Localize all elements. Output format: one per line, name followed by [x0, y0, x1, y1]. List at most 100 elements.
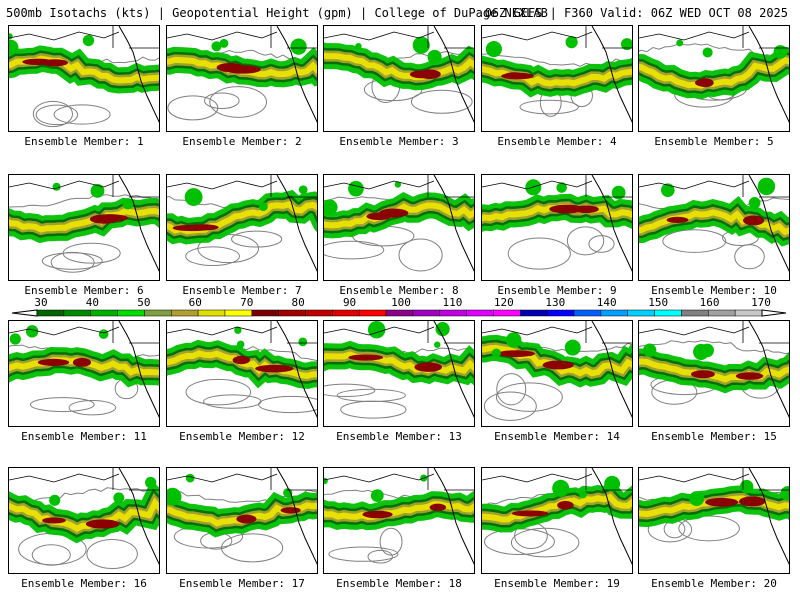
jet-core [22, 58, 54, 66]
coastline [433, 468, 474, 565]
wind-blob [90, 183, 105, 198]
colorbar-swatch [224, 309, 253, 317]
jet-core [379, 208, 409, 218]
coastline [167, 31, 278, 41]
coastline [482, 31, 593, 41]
wind-blob [643, 343, 657, 357]
jet-core [691, 370, 715, 379]
coastline [591, 175, 632, 272]
ensemble-panel-18 [323, 467, 475, 574]
colorbar-swatch [466, 309, 494, 317]
height-contour [68, 399, 117, 416]
ensemble-member-label: Ensemble Member: 14 [494, 430, 620, 443]
colorbar-tick-label: 50 [137, 296, 151, 309]
height-contour [324, 383, 376, 397]
coastline [9, 473, 120, 483]
jet-core [743, 215, 765, 226]
height-contour [204, 92, 240, 110]
ensemble-panel-4 [481, 25, 633, 132]
height-contour [379, 527, 403, 556]
height-contour [31, 544, 71, 566]
jet-core [236, 514, 257, 524]
ensemble-map-11 [9, 321, 159, 418]
height-contour [336, 388, 406, 403]
ensemble-member-label: Ensemble Member: 8 [339, 284, 459, 297]
height-contour [9, 194, 159, 208]
ensemble-panel-8 [323, 174, 475, 281]
height-contour [410, 89, 473, 114]
ensemble-map-6 [9, 175, 159, 273]
height-contour [324, 240, 385, 260]
colorbar-swatch [251, 309, 279, 317]
height-contour [32, 100, 73, 128]
ensemble-map-2 [167, 26, 317, 123]
coastline [639, 31, 750, 41]
jet-core [429, 503, 447, 512]
jet-core [42, 517, 66, 524]
ensemble-panel-6 [8, 174, 160, 281]
ensemble-member-label: Ensemble Member: 3 [339, 135, 459, 148]
wind-blob [49, 494, 61, 506]
ensemble-member-label: Ensemble Member: 18 [336, 577, 462, 590]
coastline [276, 175, 317, 272]
jet-band [639, 209, 789, 236]
wind-blob [290, 38, 307, 55]
height-contour [220, 533, 284, 563]
colorbar-swatch [90, 309, 118, 317]
height-contour [398, 238, 443, 272]
jet-core [216, 62, 244, 73]
colorbar-swatch [332, 309, 360, 317]
ensemble-map-3 [324, 26, 474, 123]
colorbar-swatch [654, 309, 682, 317]
colorbar [11, 309, 787, 317]
wind-blob [565, 36, 578, 49]
jet-core [497, 350, 535, 358]
ensemble-panel-1 [8, 25, 160, 132]
colorbar-swatch [171, 309, 199, 317]
height-contour [639, 43, 789, 58]
ensemble-member-label: Ensemble Member: 5 [654, 135, 774, 148]
ensemble-member-label: Ensemble Member: 15 [651, 430, 777, 443]
ensemble-panel-14 [481, 320, 633, 427]
coastline [324, 326, 435, 336]
ensemble-member-label: Ensemble Member: 1 [24, 135, 144, 148]
jet-core [85, 519, 120, 529]
jet-band [9, 207, 159, 233]
ensemble-panel-3 [323, 25, 475, 132]
coastline [433, 321, 474, 418]
jet-core [362, 510, 393, 519]
ensemble-member-label: Ensemble Member: 13 [336, 430, 462, 443]
jet-band [482, 493, 632, 523]
wind-blob [394, 181, 402, 188]
wind-blob [25, 325, 39, 338]
coastline [9, 326, 120, 336]
height-contour [209, 86, 268, 118]
height-contour [588, 235, 615, 253]
wind-blob [324, 477, 328, 485]
colorbar-tick-label: 80 [291, 296, 305, 309]
wind-blob [236, 340, 245, 349]
ensemble-panel-11 [8, 320, 160, 427]
jet-band [324, 52, 474, 81]
colorbar-swatch [385, 309, 414, 317]
colorbar-swatch [600, 309, 628, 317]
colorbar-tick-label: 160 [699, 296, 720, 309]
wind-blob [552, 479, 570, 497]
colorbar-tick-label: 150 [648, 296, 669, 309]
height-contour [86, 538, 138, 570]
jet-core [185, 224, 219, 231]
wind-blob [427, 49, 442, 65]
ensemble-panel-5 [638, 25, 790, 132]
ensemble-member-label: Ensemble Member: 17 [179, 577, 305, 590]
jet-core [511, 510, 549, 517]
ensemble-panel-13 [323, 320, 475, 427]
wind-blob [757, 177, 776, 196]
wind-blob [739, 479, 754, 494]
jet-core [739, 496, 766, 507]
wind-blob [122, 198, 134, 210]
ensemble-map-10 [639, 175, 789, 272]
wind-blob [676, 39, 684, 47]
wind-blob [564, 339, 581, 356]
colorbar-tick-label: 70 [240, 296, 254, 309]
jet-core [37, 358, 70, 366]
